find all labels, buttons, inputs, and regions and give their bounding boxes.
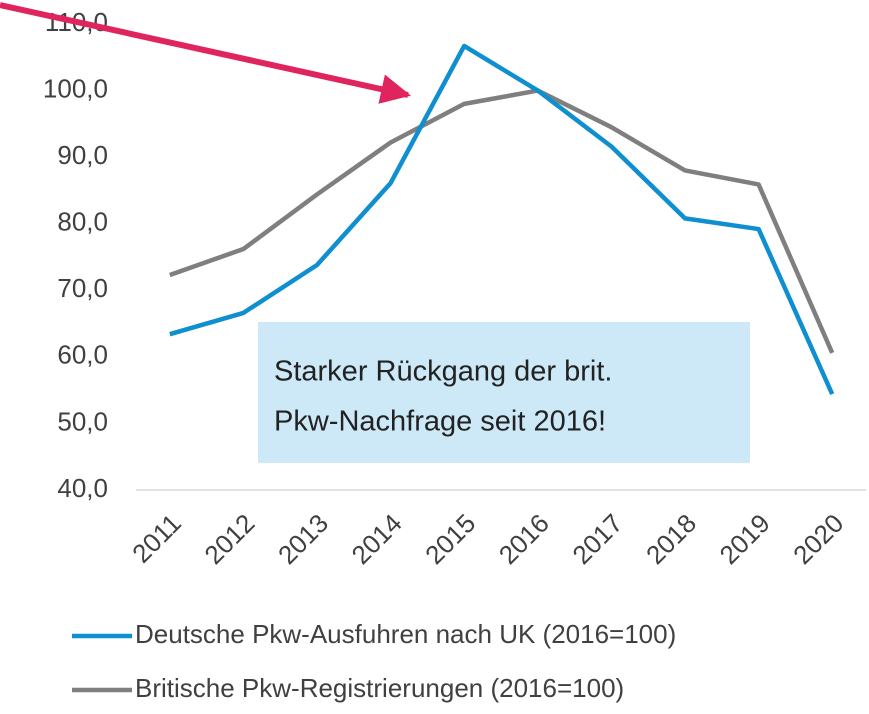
y-tick-label: 70,0 [57,273,108,303]
y-tick-label: 100,0 [43,73,108,103]
annotation: Pkw-Nachfrage seit 2016! [274,406,606,438]
x-tick-label: 2015 [419,508,481,570]
series-line [169,88,835,354]
legend-label: Deutsche Pkw-Ausfuhren nach UK (2016=100… [135,619,676,649]
x-tick-label: 2013 [272,508,334,570]
y-tick-label: 60,0 [57,340,108,370]
x-tick-label: 2017 [566,508,628,570]
annotation: Starker Rückgang der brit. [274,356,612,388]
x-tick-label: 2014 [346,508,408,570]
y-tick-label: 80,0 [57,207,108,237]
y-tick-label: 90,0 [57,140,108,170]
x-tick-label: 2012 [198,508,260,570]
x-tick-label: 2018 [640,508,702,570]
annotation-box [258,322,750,463]
legend-label: Britische Pkw-Registrierungen (2016=100) [135,673,624,703]
x-tick-label: 2020 [787,508,849,570]
x-tick-label: 2019 [714,508,776,570]
y-tick-label: 40,0 [57,473,108,503]
y-tick-label: 50,0 [57,406,108,436]
x-tick-label: 2011 [126,508,187,569]
series-line [169,43,835,396]
x-tick-label: 2016 [493,508,555,570]
arrow [0,2,411,104]
